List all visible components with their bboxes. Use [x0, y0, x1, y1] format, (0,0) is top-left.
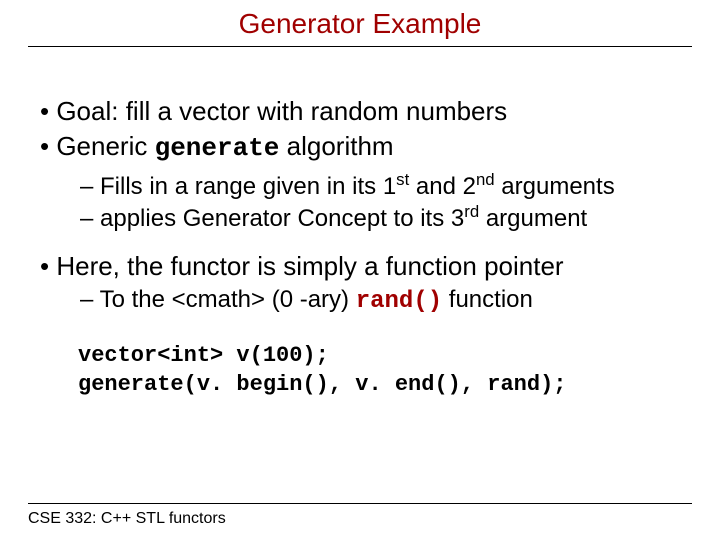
text-fills-post: arguments — [495, 173, 615, 200]
slide-content: Goal: fill a vector with random numbers … — [0, 47, 720, 400]
bullet-functor: Here, the functor is simply a function p… — [28, 250, 692, 283]
text-generic-pre: Generic — [56, 131, 154, 161]
bullet-goal: Goal: fill a vector with random numbers — [28, 95, 692, 128]
sup-rd: rd — [464, 202, 479, 221]
footer-divider — [28, 503, 692, 504]
sup-st: st — [396, 170, 409, 189]
text-cmath-pre: To the <cmath> (0 -ary) — [100, 286, 356, 313]
text-applies-pre: applies Generator Concept to its 3 — [100, 205, 464, 232]
bullet-generic: Generic generate algorithm — [28, 130, 692, 165]
bullet-cmath: To the <cmath> (0 -ary) rand() function — [28, 285, 692, 317]
slide-title: Generator Example — [0, 0, 720, 46]
bullet-applies-concept: applies Generator Concept to its 3rd arg… — [28, 204, 692, 234]
text-cmath-post: function — [442, 286, 533, 313]
code-line-2: generate(v. begin(), v. end(), rand); — [78, 370, 692, 400]
text-fills-pre: Fills in a range given in its 1 — [100, 173, 396, 200]
code-rand: rand() — [356, 288, 442, 315]
bullet-fills-range: Fills in a range given in its 1st and 2n… — [28, 172, 692, 202]
code-generate: generate — [155, 133, 280, 163]
code-example: vector<int> v(100); generate(v. begin(),… — [28, 341, 692, 400]
slide-footer: CSE 332: C++ STL functors — [28, 510, 226, 528]
sup-nd: nd — [476, 170, 495, 189]
text-applies-post: argument — [479, 205, 587, 232]
code-line-1: vector<int> v(100); — [78, 341, 692, 371]
text-generic-post: algorithm — [279, 131, 393, 161]
text-fills-mid: and 2 — [409, 173, 476, 200]
